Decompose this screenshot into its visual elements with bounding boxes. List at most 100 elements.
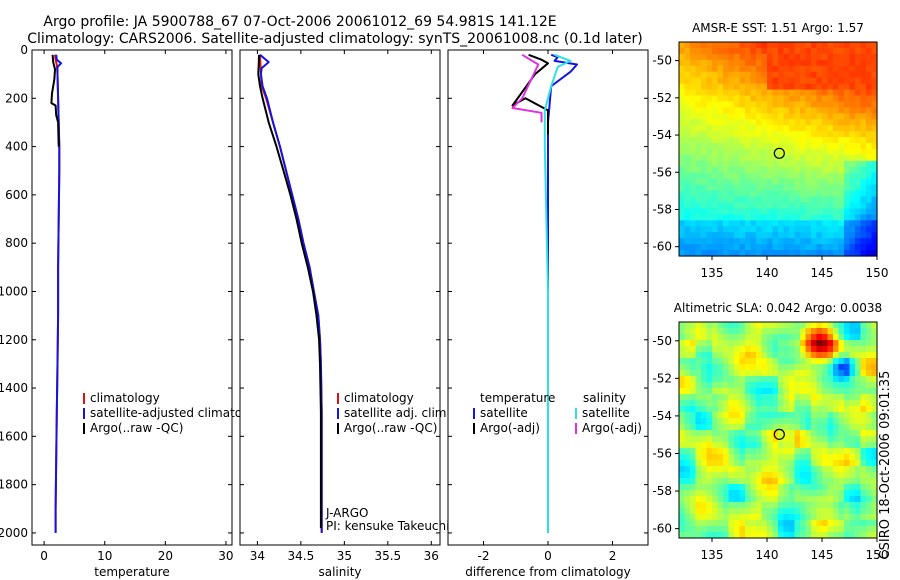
map-cell bbox=[717, 226, 724, 233]
map-cell bbox=[811, 131, 818, 138]
map-cell bbox=[838, 226, 845, 233]
map-cell bbox=[684, 490, 691, 497]
map-cell bbox=[723, 95, 730, 103]
map-cell bbox=[745, 484, 752, 491]
map-cell bbox=[860, 424, 867, 431]
map-cell bbox=[772, 328, 779, 335]
map-cell bbox=[761, 460, 768, 467]
map-cell bbox=[789, 89, 796, 97]
map-cell bbox=[695, 502, 702, 509]
map-cell bbox=[684, 101, 691, 108]
map-cell bbox=[778, 172, 785, 180]
map-cell bbox=[816, 178, 823, 186]
map-cell bbox=[750, 466, 757, 473]
map-cell bbox=[761, 208, 768, 215]
map-cell bbox=[734, 532, 741, 539]
map-cell bbox=[701, 358, 708, 365]
map-cell bbox=[838, 496, 845, 503]
map-cell bbox=[734, 53, 741, 61]
map-cell bbox=[767, 77, 774, 85]
map-cell bbox=[767, 502, 774, 509]
map-cell bbox=[717, 502, 724, 509]
map-cell bbox=[728, 196, 735, 204]
map-cell bbox=[794, 340, 801, 347]
map-cell bbox=[816, 448, 823, 455]
map-cell bbox=[794, 442, 801, 449]
map-cell bbox=[684, 508, 691, 515]
map-cell bbox=[816, 430, 823, 437]
map-cell bbox=[695, 226, 702, 233]
map-cell bbox=[723, 490, 730, 497]
map-cell bbox=[750, 514, 757, 521]
map-cell bbox=[701, 436, 708, 443]
map-cell bbox=[761, 160, 768, 168]
map-cell bbox=[849, 232, 856, 239]
map-cell bbox=[805, 238, 812, 245]
map-cell bbox=[712, 125, 719, 132]
map-cell bbox=[871, 131, 878, 138]
map-cell bbox=[679, 65, 686, 73]
map-cell bbox=[844, 113, 851, 120]
map-cell bbox=[695, 508, 702, 515]
map-cell bbox=[849, 107, 856, 114]
map-cell bbox=[701, 244, 708, 251]
map-cell bbox=[712, 430, 719, 437]
map-cell bbox=[767, 190, 774, 198]
map-cell bbox=[794, 226, 801, 233]
map-cell bbox=[860, 334, 867, 341]
map-cell bbox=[723, 184, 730, 192]
map-cell bbox=[695, 172, 702, 180]
map-cell bbox=[805, 131, 812, 138]
map-cell bbox=[860, 442, 867, 449]
map-cell bbox=[695, 137, 702, 144]
map-cell bbox=[761, 394, 768, 401]
map-cell bbox=[838, 89, 845, 97]
map-cell bbox=[805, 382, 812, 389]
map-cell bbox=[767, 149, 774, 156]
map-cell bbox=[871, 190, 878, 198]
map-cell bbox=[695, 184, 702, 192]
map-cell bbox=[772, 250, 779, 257]
map-cell bbox=[679, 220, 686, 227]
map-cell bbox=[871, 472, 878, 479]
map-cell bbox=[800, 388, 807, 395]
map-cell bbox=[816, 442, 823, 449]
map-cell bbox=[833, 178, 840, 186]
map-cell bbox=[745, 508, 752, 515]
x-tick-label: 140 bbox=[756, 266, 779, 280]
map-cell bbox=[717, 466, 724, 473]
map-cell bbox=[778, 328, 785, 335]
map-cell bbox=[695, 382, 702, 389]
map-cell bbox=[860, 47, 867, 55]
map-cell bbox=[756, 172, 763, 180]
map-cell bbox=[684, 172, 691, 180]
map-cell bbox=[800, 520, 807, 527]
map-cell bbox=[750, 71, 757, 79]
map-cell bbox=[767, 514, 774, 521]
map-cell bbox=[789, 490, 796, 497]
map-cell bbox=[805, 42, 812, 49]
map-cell bbox=[849, 131, 856, 138]
map-cell bbox=[772, 370, 779, 377]
map-cell bbox=[866, 244, 873, 251]
map-cell bbox=[712, 202, 719, 210]
map-cell bbox=[860, 232, 867, 239]
map-cell bbox=[822, 484, 829, 491]
map-cell bbox=[723, 113, 730, 120]
map-cell bbox=[855, 466, 862, 473]
map-cell bbox=[811, 508, 818, 515]
map-cell bbox=[706, 184, 713, 192]
map-cell bbox=[838, 418, 845, 425]
map-cell bbox=[745, 400, 752, 407]
map-cell bbox=[706, 358, 713, 365]
map-cell bbox=[855, 244, 862, 251]
map-cell bbox=[838, 208, 845, 215]
map-cell bbox=[794, 196, 801, 204]
map-cell bbox=[811, 430, 818, 437]
map-cell bbox=[679, 95, 686, 103]
map-cell bbox=[717, 172, 724, 180]
map-cell bbox=[783, 89, 790, 97]
map-cell bbox=[739, 77, 746, 85]
map-cell bbox=[728, 448, 735, 455]
map-cell bbox=[866, 131, 873, 138]
